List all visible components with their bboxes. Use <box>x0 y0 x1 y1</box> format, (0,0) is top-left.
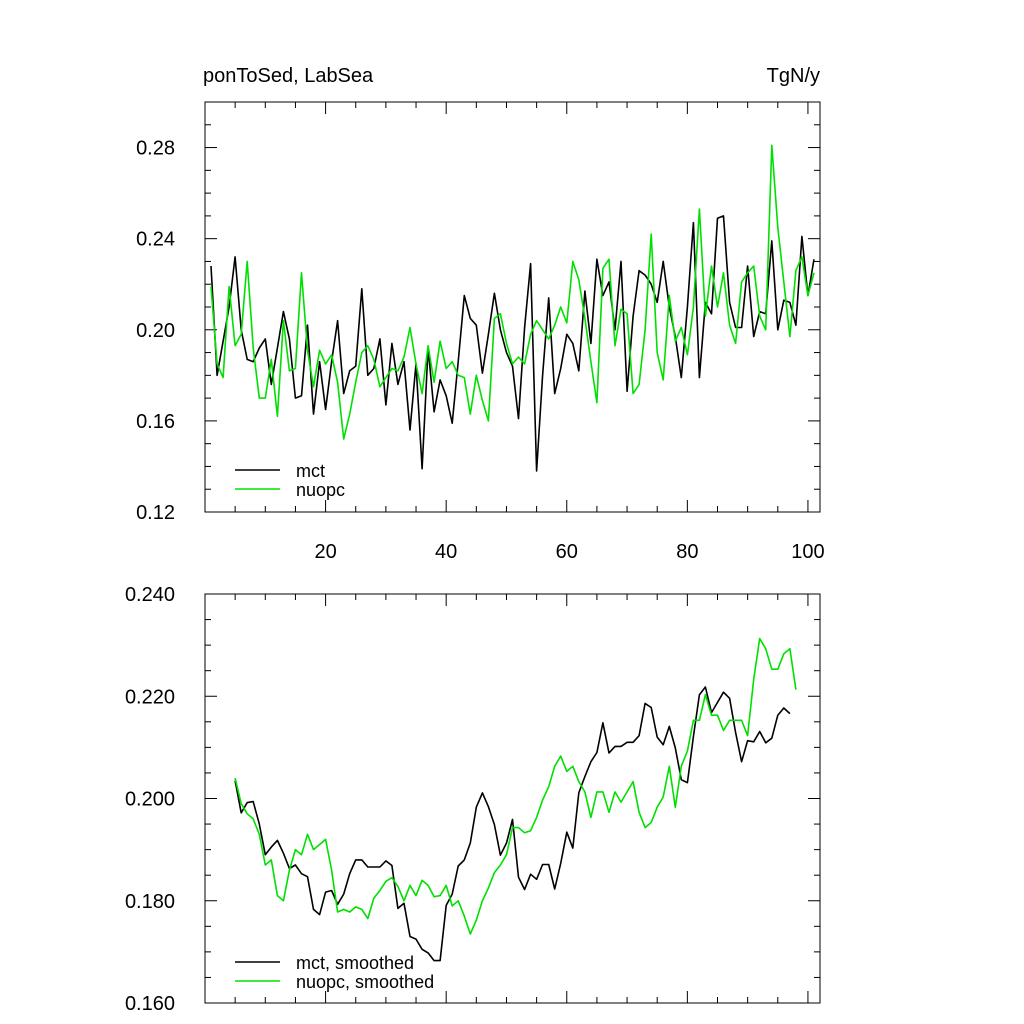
series-line-mct-smoothed <box>234 686 791 962</box>
y-tick-label: 0.220 <box>125 686 175 708</box>
series-group <box>234 637 797 962</box>
y-tick-label: 0.200 <box>125 789 175 811</box>
chart-title: ponToSed, LabSea <box>203 65 374 87</box>
x-tick-label: 20 <box>314 541 336 563</box>
series-line-mct <box>210 215 815 472</box>
y-tick-label: 0.240 <box>125 584 175 606</box>
x-axis-ticks: 20 40 60 80 100 <box>234 102 825 563</box>
x-tick-label: 100 <box>791 541 824 563</box>
y-axis-ticks: 0.12 0.16 0.20 0.24 0.28 <box>136 101 820 524</box>
legend-label: nuopc, smoothed <box>296 972 434 992</box>
x-tick-label: 60 <box>556 541 578 563</box>
y-tick-label: 0.24 <box>136 229 175 251</box>
x-tick-label: 80 <box>676 541 698 563</box>
series-group <box>210 144 815 472</box>
units-label: TgN/y <box>767 65 820 87</box>
y-tick-label: 0.16 <box>136 411 175 433</box>
y-tick-label: 0.28 <box>136 138 175 160</box>
plot-frame <box>204 593 821 1004</box>
y-tick-label: 0.160 <box>125 993 175 1015</box>
x-axis-ticks <box>234 594 809 1003</box>
y-tick-label: 0.20 <box>136 320 175 342</box>
legend-label: nuopc <box>296 480 345 500</box>
y-tick-label: 0.12 <box>136 502 175 524</box>
y-axis-ticks: 0.160 0.180 0.200 0.220 0.240 <box>125 584 820 1015</box>
legend-label: mct <box>296 461 325 481</box>
y-tick-label: 0.180 <box>125 891 175 913</box>
series-line-nuopc-smoothed <box>234 637 797 935</box>
series-line-nuopc <box>210 144 815 440</box>
x-tick-label: 40 <box>435 541 457 563</box>
bottom-panel: 0.160 0.180 0.200 0.220 0.240 mct, smoothednu… <box>125 584 821 1015</box>
legend-label: mct, smoothed <box>296 953 414 973</box>
